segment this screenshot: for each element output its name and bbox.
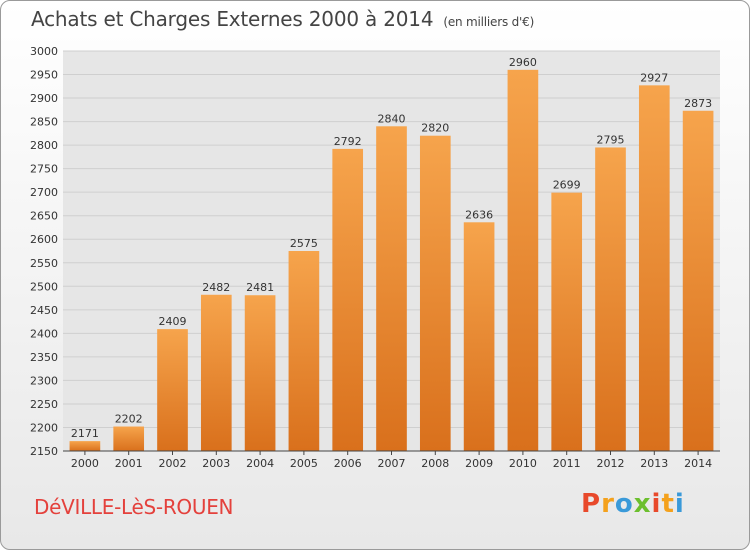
y-tick-label: 2650	[30, 210, 58, 223]
bar-2000	[69, 441, 101, 451]
bar-value-label: 2575	[290, 237, 318, 250]
logo-letter: r	[601, 489, 615, 519]
y-tick-label: 3000	[30, 45, 58, 58]
bar-2008	[419, 135, 451, 452]
chart-subtitle: (en milliers d'€)	[443, 15, 535, 29]
bar-2002	[157, 329, 188, 451]
y-tick-label: 2450	[30, 304, 58, 317]
x-tick-label: 2001	[115, 457, 143, 470]
bar-value-label: 2792	[334, 135, 362, 148]
x-tick-label: 2004	[246, 457, 274, 470]
bar-value-label: 2820	[421, 122, 449, 135]
bar-2001	[113, 426, 145, 451]
x-tick-label: 2000	[71, 457, 99, 470]
bar-value-label: 2840	[378, 112, 406, 125]
y-tick-label: 2850	[30, 116, 58, 129]
y-axis-ticks: 2150 2200 2250 2300 2350 2400 2450 2500 2550 2600…	[30, 45, 58, 458]
bar-2006	[332, 148, 364, 451]
x-tick-label: 2011	[553, 457, 581, 470]
bar-2005	[288, 251, 320, 451]
bar-2004	[244, 295, 276, 451]
x-tick-label: 2010	[509, 457, 537, 470]
y-tick-label: 2600	[30, 233, 58, 246]
bar-2003	[200, 294, 232, 451]
logo-letter: o	[614, 489, 634, 519]
proxiti-logo: Proxiti	[581, 489, 685, 519]
x-tick-label: 2002	[159, 457, 187, 470]
x-axis-ticks: 2000 2001 2002 2003 2004 2005 2006 2007 2008 2009…	[71, 451, 712, 470]
bar-value-label: 2409	[159, 315, 187, 328]
bar-value-label: 2481	[246, 281, 274, 294]
y-tick-label: 2250	[30, 398, 58, 411]
bar-2012	[595, 147, 626, 451]
y-tick-label: 2700	[30, 186, 58, 199]
bar-2013	[638, 85, 670, 452]
bar-value-label: 2202	[115, 413, 143, 426]
bar-value-label: 2927	[640, 71, 668, 84]
y-tick-label: 2150	[30, 445, 58, 458]
chart-title-text: Achats et Charges Externes 2000 à 2014	[31, 7, 434, 31]
logo-letter: i	[651, 489, 662, 519]
bar-value-label: 2171	[71, 427, 99, 440]
bar-2011	[551, 192, 583, 451]
y-tick-label: 2550	[30, 257, 58, 270]
bar-value-label: 2960	[509, 56, 537, 69]
bar-value-label: 2873	[684, 97, 712, 110]
x-tick-label: 2006	[334, 457, 362, 470]
x-tick-label: 2009	[465, 457, 493, 470]
x-tick-label: 2008	[421, 457, 449, 470]
x-tick-label: 2007	[378, 457, 406, 470]
logo-letter: x	[633, 489, 652, 519]
y-tick-label: 2300	[30, 374, 58, 387]
y-tick-label: 2200	[30, 421, 58, 434]
y-tick-label: 2400	[30, 327, 58, 340]
y-tick-label: 2950	[30, 69, 58, 82]
x-tick-label: 2014	[684, 457, 712, 470]
bar-value-label: 2795	[597, 133, 625, 146]
commune-name: DéVILLE-LèS-ROUEN	[34, 495, 234, 519]
logo-letter: P	[581, 489, 602, 519]
bar-value-label: 2482	[202, 281, 230, 294]
bar-2014	[682, 110, 714, 451]
labels-layer: 2171 2202 2409 2482 2481 2575 2792 2840 2820 2636…	[71, 56, 712, 440]
bar-value-label: 2699	[553, 179, 581, 192]
bar-2009	[463, 222, 495, 451]
bars-layer	[69, 69, 714, 452]
bar-2010	[507, 69, 539, 451]
y-tick-label: 2350	[30, 351, 58, 364]
chart-title: Achats et Charges Externes 2000 à 2014 (e…	[31, 7, 534, 31]
x-tick-label: 2003	[202, 457, 230, 470]
x-tick-label: 2005	[290, 457, 318, 470]
y-tick-label: 2500	[30, 280, 58, 293]
x-tick-label: 2012	[597, 457, 625, 470]
logo-letter: i	[674, 489, 685, 519]
bar-2007	[376, 126, 407, 451]
y-tick-label: 2750	[30, 163, 58, 176]
y-tick-label: 2900	[30, 92, 58, 105]
x-tick-label: 2013	[640, 457, 668, 470]
bar-value-label: 2636	[465, 208, 493, 221]
logo-letter: t	[661, 489, 675, 519]
y-tick-label: 2800	[30, 139, 58, 152]
